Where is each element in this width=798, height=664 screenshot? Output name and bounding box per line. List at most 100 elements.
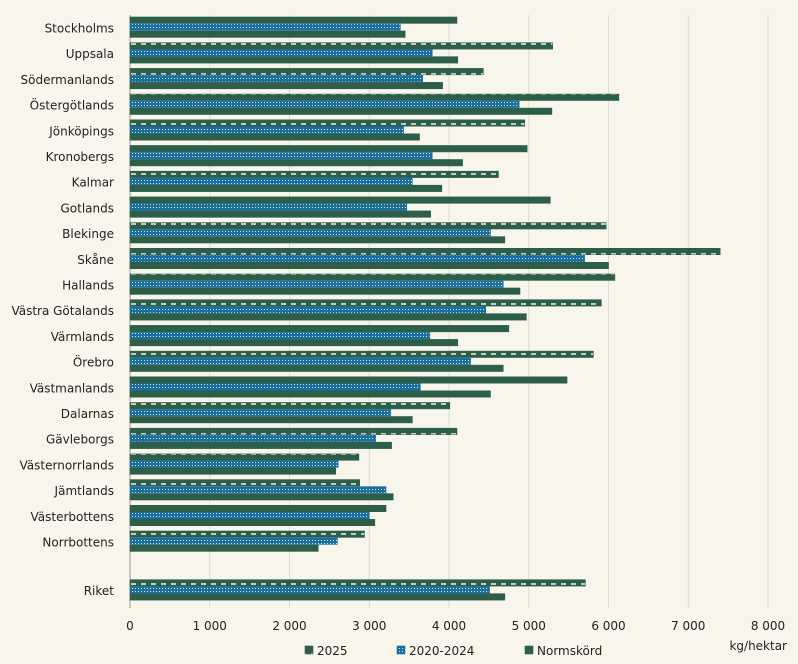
bar-solid <box>129 82 443 90</box>
category-label: Gävleborgs <box>46 433 114 447</box>
bar-dashed <box>129 119 526 127</box>
category-label: Västra Götalands <box>11 304 114 318</box>
bar-solid <box>129 416 413 424</box>
bar-dashed <box>129 93 620 101</box>
bar-solid <box>129 544 319 552</box>
bar-dashed <box>129 273 616 281</box>
bar-dotted <box>129 229 491 237</box>
category-label: Stockholms <box>45 22 114 36</box>
bars <box>129 16 721 601</box>
bar-dashed <box>129 42 553 50</box>
category-label: Värmlands <box>51 330 114 344</box>
category-label: Jönköpings <box>48 124 114 138</box>
bar-dotted <box>129 357 471 365</box>
bar-dashed <box>129 402 451 410</box>
category-label: Norrbottens <box>42 536 114 550</box>
category-label: Östergötlands <box>30 97 114 113</box>
bar-dashed <box>129 170 499 178</box>
x-tick-label: 3 000 <box>352 619 386 633</box>
x-tick-label: 0 <box>126 619 134 633</box>
category-label: Riket <box>84 584 115 598</box>
bar-dotted <box>129 152 433 160</box>
bar-solid <box>129 159 463 167</box>
category-label: Blekinge <box>62 227 114 241</box>
bar-solid <box>129 56 459 64</box>
bar-dashed <box>129 145 528 153</box>
bar-solid <box>129 236 506 244</box>
legend-label: 2025 <box>317 644 348 658</box>
bar-dashed <box>129 248 721 256</box>
bar-dotted <box>129 255 585 263</box>
bar-dotted <box>129 409 392 417</box>
category-label: Skåne <box>77 253 114 267</box>
bar-dashed <box>129 376 568 384</box>
bar-solid <box>129 210 431 218</box>
category-label: Hallands <box>62 279 114 293</box>
bar-dotted <box>129 383 421 391</box>
bar-solid <box>129 30 406 38</box>
bar-dotted <box>129 586 490 594</box>
bar-solid <box>129 184 443 192</box>
bar-dashed <box>129 68 484 76</box>
bar-solid <box>129 493 394 501</box>
bar-dotted <box>129 537 338 545</box>
legend-swatch <box>396 645 406 655</box>
category-label: Örebro <box>73 354 114 370</box>
bar-solid <box>129 107 553 115</box>
bar-solid <box>129 390 491 398</box>
bar-dashed <box>129 325 510 333</box>
bar-dotted <box>129 332 431 340</box>
x-tick-label: 5 000 <box>512 619 546 633</box>
bar-solid <box>129 313 527 321</box>
bar-dashed <box>129 16 458 24</box>
category-label: Jämtlands <box>54 484 114 498</box>
bar-dotted <box>129 306 486 314</box>
category-label: Kalmar <box>72 176 114 190</box>
bar-dotted <box>129 460 339 468</box>
legend-swatch <box>304 645 314 655</box>
bar-solid <box>129 467 337 475</box>
x-tick-label: 6 000 <box>591 619 625 633</box>
bar-dotted <box>129 511 370 519</box>
bar-dashed <box>129 453 360 461</box>
legend: 2025 2020-2024 Normskörd <box>304 644 602 658</box>
bar-dotted <box>129 126 404 134</box>
bar-solid <box>129 593 506 601</box>
bar-dotted <box>129 100 520 108</box>
category-labels: Stockholms Uppsala Södermanlands Östergötla… <box>11 22 114 599</box>
legend-swatch <box>524 645 534 655</box>
bar-dashed <box>129 530 365 538</box>
bar-dotted <box>129 434 376 442</box>
bar-dashed <box>129 222 607 230</box>
legend-label: 2020-2024 <box>409 644 474 658</box>
bar-dotted <box>129 203 408 211</box>
bar-dotted <box>129 177 413 185</box>
category-label: Dalarnas <box>61 407 114 421</box>
bar-solid <box>129 441 392 449</box>
bar-solid <box>129 339 459 347</box>
bar-solid <box>129 518 376 526</box>
bar-solid <box>129 287 521 295</box>
x-axis-label: kg/hektar <box>729 639 787 653</box>
category-label: Uppsala <box>66 47 114 61</box>
x-tick-label: 2 000 <box>272 619 306 633</box>
bar-solid <box>129 133 420 141</box>
x-tick-label: 8 000 <box>751 619 785 633</box>
bar-solid <box>129 364 504 372</box>
category-label: Södermanlands <box>21 73 115 87</box>
bar-dashed <box>129 427 458 435</box>
category-label: Kronobergs <box>46 150 114 164</box>
category-label: Västmanlands <box>30 381 114 395</box>
x-tick-label: 7 000 <box>671 619 705 633</box>
category-label: Västerbottens <box>30 510 114 524</box>
category-label: Västernorrlands <box>20 458 114 472</box>
x-tick-label: 1 000 <box>193 619 227 633</box>
bar-dashed <box>129 504 387 512</box>
x-tick-labels: 0 1 000 2 000 3 000 4 000 5 000 6 000 7 000 8 00… <box>126 619 785 633</box>
category-label: Gotlands <box>60 201 114 215</box>
bar-dashed <box>129 350 594 358</box>
x-tick-label: 4 000 <box>432 619 466 633</box>
bar-solid <box>129 261 609 269</box>
bar-dashed <box>129 479 360 487</box>
